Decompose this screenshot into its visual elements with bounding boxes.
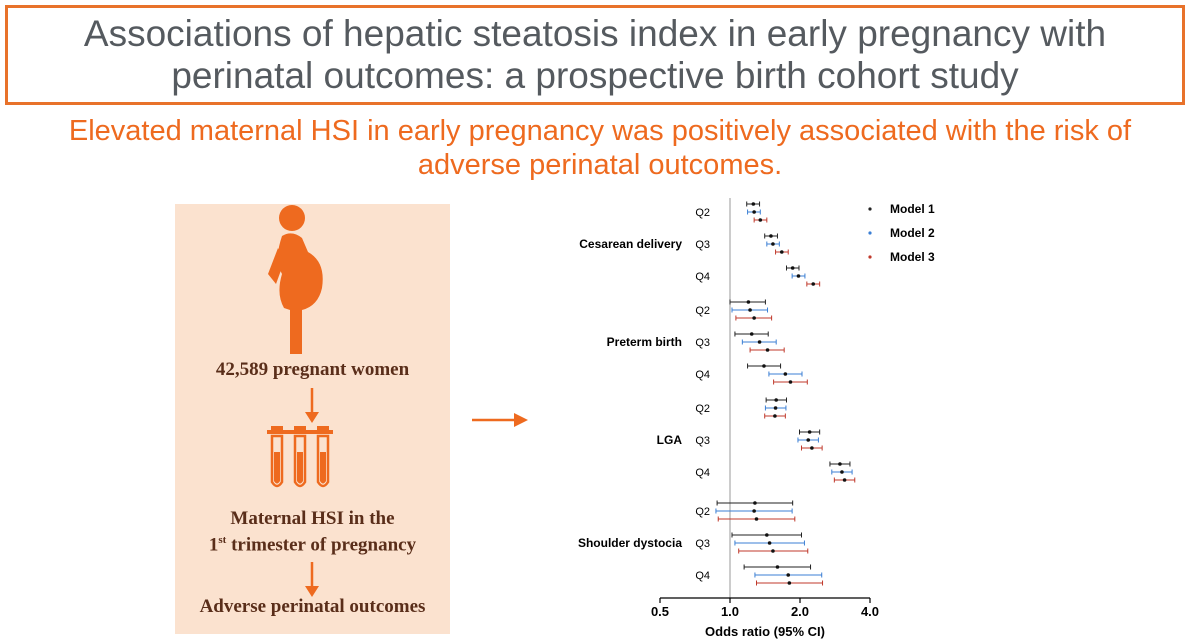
point-estimate	[838, 462, 842, 466]
exposure-label-line2: 1st trimester of pregnancy	[208, 534, 417, 556]
legend-marker	[868, 255, 872, 259]
quartile-label: Q2	[695, 207, 710, 219]
study-flow-panel: 42,589 pregnant women Maternal HSI in th…	[175, 204, 450, 634]
legend-label: Model 1	[890, 202, 935, 216]
point-estimate	[773, 414, 777, 418]
x-tick-label: 1.0	[721, 604, 739, 619]
quartile-label: Q3	[695, 337, 710, 349]
quartile-label: Q2	[695, 403, 710, 415]
quartile-label: Q2	[695, 506, 710, 518]
title-box: Associations of hepatic steatosis index …	[5, 5, 1185, 105]
point-estimate	[810, 446, 814, 450]
point-estimate	[811, 282, 816, 286]
legend-label: Model 3	[890, 250, 935, 264]
exposure-label-line1: Maternal HSI in the	[230, 508, 395, 529]
point-estimate	[758, 218, 763, 222]
point-estimate	[775, 565, 780, 569]
point-estimate	[788, 380, 793, 384]
quartile-label: Q3	[695, 435, 710, 447]
legend-label: Model 2	[890, 226, 935, 240]
point-estimate	[746, 300, 751, 304]
point-estimate	[749, 332, 754, 336]
point-estimate	[769, 234, 773, 238]
outcome-label: Adverse perinatal outcomes	[199, 596, 426, 617]
point-estimate	[771, 242, 775, 246]
arrow-down-icon	[305, 562, 319, 597]
quartile-label: Q3	[695, 239, 710, 251]
point-estimate	[842, 478, 847, 482]
sample-size-label: 42,589 pregnant women	[215, 359, 410, 380]
x-axis-label: Odds ratio (95% CI)	[705, 624, 825, 639]
point-estimate	[754, 517, 759, 521]
point-estimate	[779, 250, 784, 254]
point-estimate	[751, 202, 756, 206]
outcome-label: LGA	[657, 433, 683, 447]
page-title: Associations of hepatic steatosis index …	[83, 13, 1107, 96]
quartile-label: Q4	[695, 570, 710, 582]
point-estimate	[771, 549, 775, 553]
point-estimate	[783, 372, 788, 376]
point-estimate	[752, 316, 756, 320]
page-subtitle: Elevated maternal HSI in early pregnancy…	[68, 115, 1132, 181]
arrow-right-icon	[472, 413, 528, 427]
point-estimate	[787, 581, 792, 585]
outcome-label: Preterm birth	[607, 335, 682, 349]
point-estimate	[790, 266, 795, 270]
quartile-label: Q4	[695, 369, 710, 381]
x-tick-label: 4.0	[861, 604, 879, 619]
x-tick-label: 0.5	[651, 604, 669, 619]
point-estimate	[773, 406, 778, 410]
point-estimate	[748, 308, 752, 312]
legend-marker	[868, 231, 872, 235]
test-tubes-icon	[267, 426, 333, 488]
point-estimate	[765, 533, 769, 537]
point-estimate	[807, 430, 812, 434]
quartile-label: Q4	[695, 467, 710, 479]
quartile-label: Q3	[695, 538, 710, 550]
point-estimate	[762, 364, 766, 368]
point-estimate	[806, 438, 811, 442]
legend-marker	[868, 207, 872, 211]
point-estimate	[796, 274, 801, 278]
arrow-down-icon	[305, 388, 319, 423]
point-estimate	[753, 501, 757, 505]
point-estimate	[774, 398, 778, 402]
quartile-label: Q4	[695, 271, 710, 283]
point-estimate	[786, 573, 791, 577]
point-estimate	[767, 541, 772, 545]
point-estimate	[765, 348, 770, 352]
quartile-label: Q2	[695, 305, 710, 317]
point-estimate	[752, 509, 756, 513]
pregnant-woman-icon	[268, 205, 323, 354]
point-estimate	[840, 470, 844, 474]
outcome-label: Shoulder dystocia	[578, 536, 682, 550]
point-estimate	[757, 340, 762, 344]
x-tick-label: 2.0	[791, 604, 809, 619]
point-estimate	[752, 210, 756, 214]
outcome-label: Cesarean delivery	[579, 237, 682, 251]
